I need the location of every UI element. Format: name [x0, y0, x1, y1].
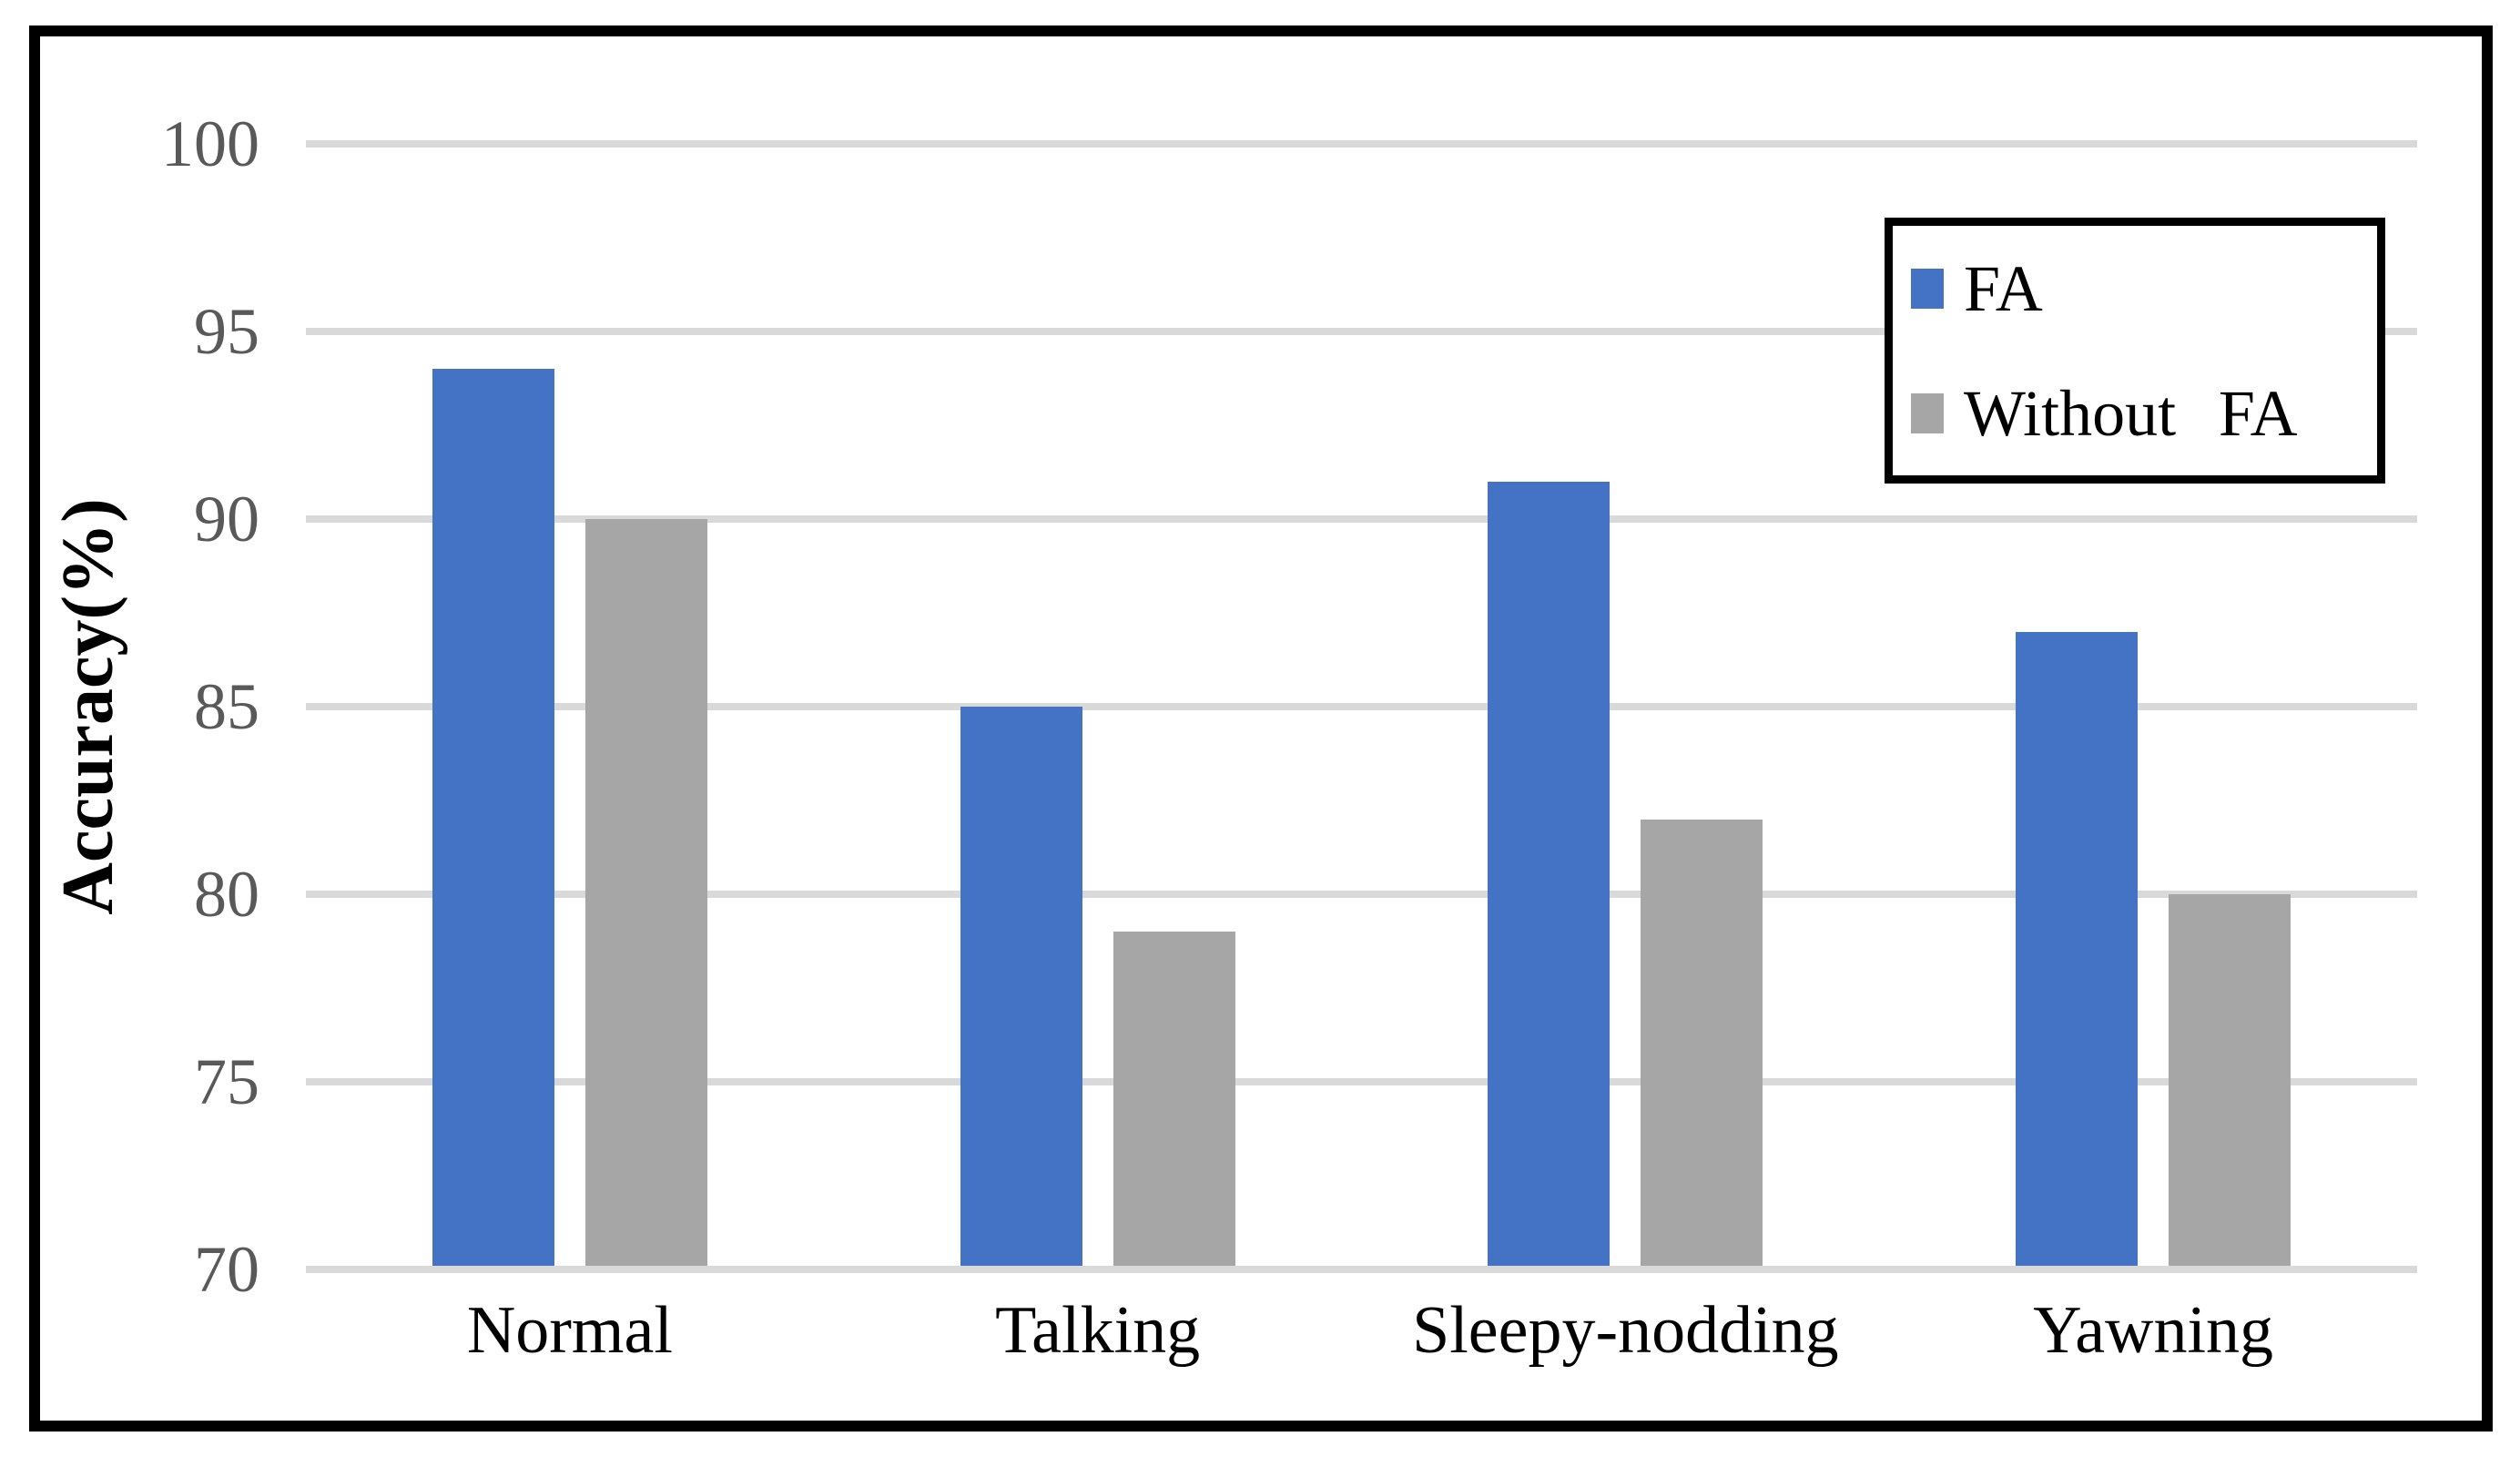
bar-fa-talking	[960, 707, 1082, 1266]
y-axis-title: Accuracy(%)	[48, 498, 128, 915]
bar-fa-yawning	[2016, 631, 2139, 1266]
legend-label-fa: FA	[1964, 251, 2043, 325]
y-tick-label-95: 95	[194, 295, 259, 368]
bar-without-fa-yawning	[2169, 894, 2291, 1266]
legend-swatch-fa-icon	[1911, 268, 1944, 309]
legend-item-fa: FA	[1893, 226, 2377, 351]
y-tick-label-90: 90	[194, 483, 259, 555]
y-tick-label-85: 85	[194, 670, 259, 743]
y-tick-label-70: 70	[194, 1233, 259, 1306]
gridline-75	[306, 1078, 2417, 1085]
legend: FA Without FA	[1885, 218, 2385, 484]
bar-without-fa-sleepy-nodding	[1641, 819, 1763, 1266]
gridline-85	[306, 703, 2417, 710]
bar-fa-sleepy-nodding	[1488, 481, 1611, 1266]
gridline-100	[306, 140, 2417, 148]
y-tick-label-80: 80	[194, 858, 259, 931]
x-category-label-sleepy-nodding: Sleepy-nodding	[1412, 1293, 1839, 1368]
x-category-label-talking: Talking	[995, 1293, 1201, 1368]
legend-label-without-fa: Without FA	[1964, 376, 2298, 450]
x-category-label-yawning: Yawning	[2033, 1293, 2274, 1368]
gridline-70	[306, 1266, 2417, 1273]
legend-swatch-without-fa-icon	[1911, 392, 1944, 433]
gridline-80	[306, 891, 2417, 898]
bar-without-fa-normal	[584, 519, 707, 1266]
x-category-label-normal: Normal	[466, 1293, 673, 1368]
gridline-90	[306, 515, 2417, 523]
bar-fa-normal	[432, 369, 554, 1266]
gridline-95	[306, 328, 2417, 335]
chart-frame	[29, 25, 2493, 1432]
y-tick-label-75: 75	[194, 1045, 259, 1118]
y-tick-label-100: 100	[161, 107, 259, 180]
legend-item-without-fa: Without FA	[1893, 351, 2377, 475]
bar-without-fa-talking	[1113, 932, 1235, 1266]
